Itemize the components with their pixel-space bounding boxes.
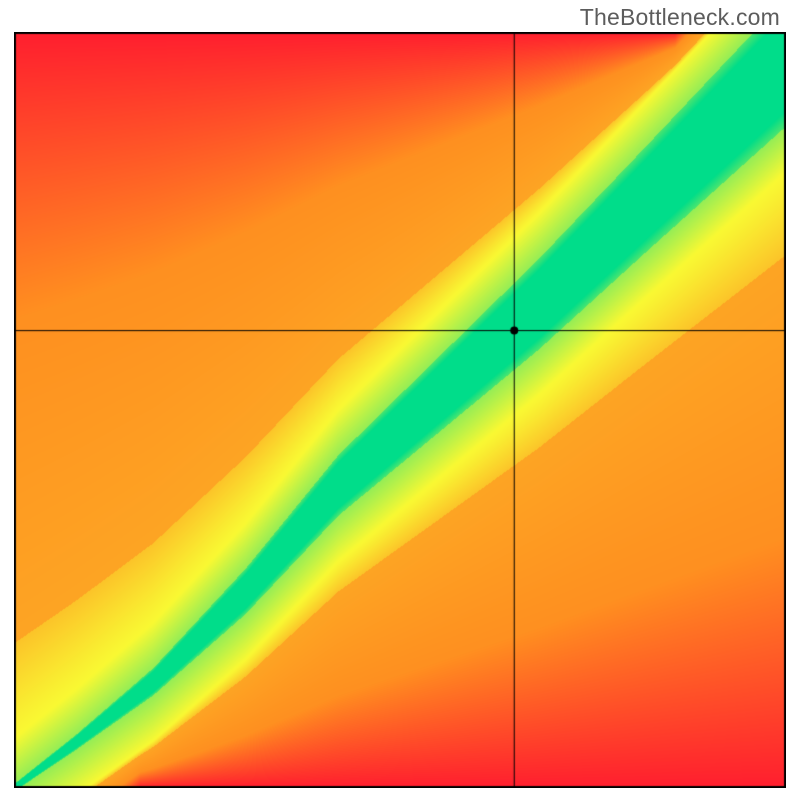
heatmap-canvas [14,32,786,788]
bottleneck-heatmap [14,32,786,788]
watermark-text: TheBottleneck.com [580,4,780,31]
